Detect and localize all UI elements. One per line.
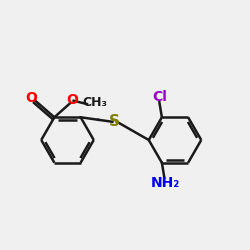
Text: CH₃: CH₃ — [82, 96, 107, 109]
Text: NH₂: NH₂ — [150, 176, 180, 190]
Text: O: O — [25, 91, 37, 105]
Text: Cl: Cl — [152, 90, 167, 104]
Text: O: O — [67, 93, 78, 107]
Text: S: S — [109, 114, 120, 129]
